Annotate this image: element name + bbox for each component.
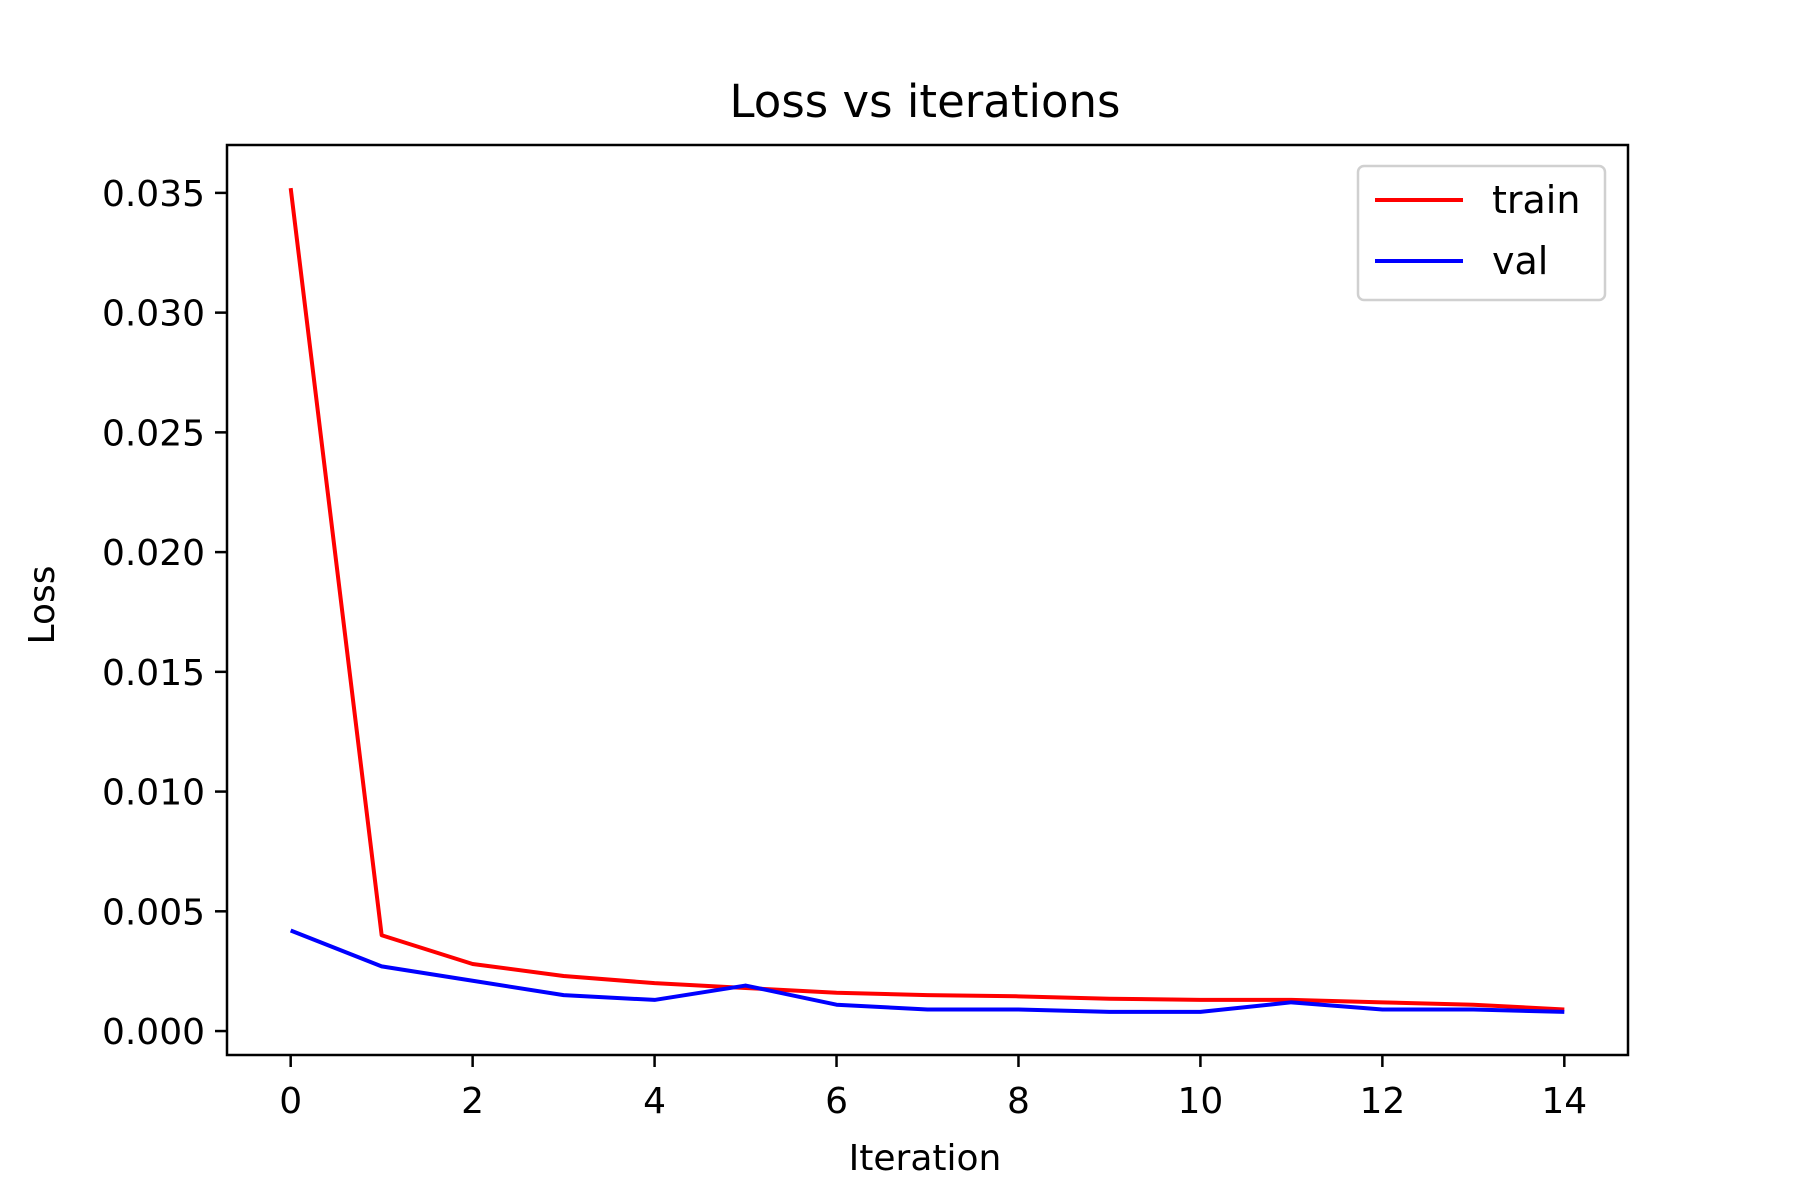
- y-tick-label: 0.020: [102, 533, 205, 574]
- x-tick-label: 6: [825, 1081, 848, 1122]
- series-line-val: [289, 928, 1565, 1014]
- x-tick-label: 12: [1359, 1081, 1405, 1122]
- series-group: [288, 187, 1565, 1014]
- x-tick-label: 4: [643, 1081, 666, 1122]
- x-tick-label: 8: [1007, 1081, 1030, 1122]
- x-axis-ticks: 0 2 4 6 8 10 12 14: [279, 1055, 1587, 1122]
- x-tick-label: 14: [1541, 1081, 1587, 1122]
- y-tick-label: 0.005: [102, 892, 205, 933]
- y-tick-label: 0.030: [102, 294, 205, 335]
- x-tick-label: 0: [279, 1081, 302, 1122]
- y-tick-label: 0.000: [102, 1012, 205, 1053]
- y-tick-label: 0.025: [102, 413, 205, 454]
- plot-frame: [225, 143, 1630, 1057]
- legend: train val: [1356, 164, 1607, 302]
- y-tick-label: 0.035: [102, 174, 205, 215]
- y-axis-ticks: 0.000 0.005 0.010 0.015 0.020 0.025 0.030 0.035: [102, 174, 227, 1053]
- legend-label-val: val: [1492, 239, 1548, 283]
- x-tick-label: 10: [1178, 1081, 1224, 1122]
- series-line-train: [288, 187, 1565, 1012]
- chart-title: Loss vs iterations: [730, 75, 1121, 128]
- y-tick-label: 0.015: [102, 653, 205, 694]
- legend-label-train: train: [1492, 178, 1580, 222]
- y-axis-label: Loss: [22, 566, 63, 645]
- x-tick-label: 2: [461, 1081, 484, 1122]
- x-axis-label: Iteration: [849, 1138, 1002, 1179]
- y-tick-label: 0.010: [102, 773, 205, 814]
